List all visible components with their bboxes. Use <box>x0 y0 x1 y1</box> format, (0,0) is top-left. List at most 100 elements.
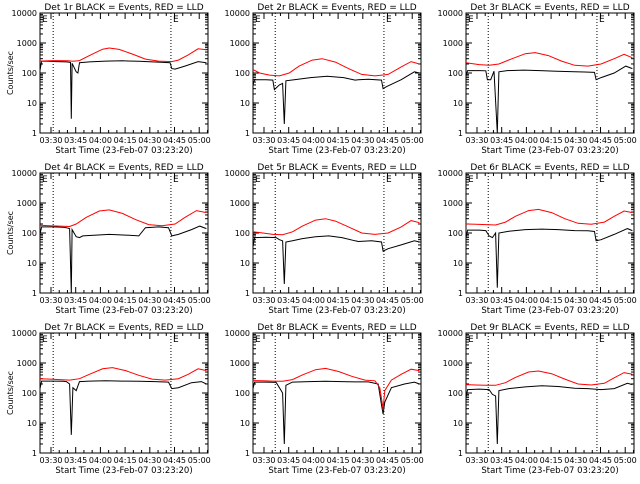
panel-title: Det 1r BLACK = Events, RED = LLD <box>44 3 203 13</box>
y-tick-label: 10 <box>240 259 250 268</box>
y-tick-label: 1000 <box>17 199 37 208</box>
marker-label-left: E <box>255 175 261 185</box>
x-tick-label: 05:00 <box>401 456 424 465</box>
plot-frame <box>39 12 209 134</box>
lld-series-line <box>465 208 633 226</box>
y-tick-label: 1000 <box>17 39 37 48</box>
y-tick-label: 100 <box>235 69 250 78</box>
x-tick-label: 04:30 <box>138 296 161 305</box>
y-tick-label: 10 <box>27 259 37 268</box>
x-tick-label: 04:30 <box>351 456 374 465</box>
x-tick-label: 04:00 <box>302 136 325 145</box>
y-tick-label: 1000 <box>230 39 250 48</box>
x-tick-label: 03:45 <box>490 456 513 465</box>
y-tick-label: 1000 <box>230 359 250 368</box>
x-tick-label: 03:30 <box>252 456 275 465</box>
y-tick-label: 1000 <box>443 359 463 368</box>
y-tick-label: 10000 <box>225 169 250 178</box>
y-tick-label: 10 <box>27 419 37 428</box>
detector-panel-d1: Det 1r BLACK = Events, RED = LLD 1 10 100 10… <box>6 3 211 156</box>
x-tick-label: 04:15 <box>540 296 563 305</box>
plot-frame <box>252 332 422 454</box>
y-tick-label: 100 <box>22 229 37 238</box>
x-tick-label: 05:00 <box>614 456 637 465</box>
x-tick-label: 03:30 <box>39 296 62 305</box>
y-tick-label: 10000 <box>12 169 37 178</box>
lld-series-line <box>252 367 420 409</box>
y-tick-label: 10000 <box>225 329 250 338</box>
marker-label-right: E <box>386 15 392 25</box>
plot-frame <box>465 172 635 294</box>
detector-panel-d7: Det 7r BLACK = Events, RED = LLD 1 10 100 10… <box>6 323 211 476</box>
x-tick-label: 03:45 <box>64 136 87 145</box>
x-tick-label: 04:15 <box>540 456 563 465</box>
y-tick-label: 10 <box>27 99 37 108</box>
detector-panel-d6: Det 6r BLACK = Events, RED = LLD 1 10 100 10… <box>438 163 637 316</box>
marker-label-right: E <box>173 15 179 25</box>
events-series-line <box>252 380 420 445</box>
y-tick-label: 1 <box>32 289 37 298</box>
panel-title: Det 3r BLACK = Events, RED = LLD <box>470 3 629 13</box>
x-axis-label: Start Time (23-Feb-07 03:23:20) <box>268 306 405 316</box>
y-tick-label: 1 <box>458 129 463 138</box>
events-series-line <box>39 225 207 294</box>
marker-label-right: E <box>599 335 605 345</box>
y-tick-label: 1000 <box>443 199 463 208</box>
lld-series-line <box>465 52 633 67</box>
detector-panel-d9: Det 9r BLACK = Events, RED = LLD 1 10 100 10… <box>438 323 637 476</box>
x-tick-label: 04:15 <box>327 136 350 145</box>
y-axis-label: Counts/sec <box>6 211 15 255</box>
lld-series-line <box>252 218 420 236</box>
x-tick-label: 04:45 <box>163 456 186 465</box>
y-axis-label: Counts/sec <box>6 371 15 415</box>
events-series-line <box>252 235 420 285</box>
x-tick-label: 03:45 <box>277 456 300 465</box>
events-series-line <box>39 60 207 119</box>
y-tick-label: 1 <box>245 449 250 458</box>
marker-label-right: E <box>599 15 605 25</box>
x-tick-label: 04:45 <box>589 456 612 465</box>
x-tick-label: 04:00 <box>515 456 538 465</box>
y-tick-label: 100 <box>235 389 250 398</box>
y-tick-label: 100 <box>22 69 37 78</box>
marker-label-left: E <box>42 15 48 25</box>
x-tick-label: 03:30 <box>465 296 488 305</box>
x-tick-label: 03:45 <box>277 136 300 145</box>
panel-title: Det 9r BLACK = Events, RED = LLD <box>470 323 629 333</box>
y-tick-label: 100 <box>22 389 37 398</box>
plot-frame <box>252 12 422 134</box>
x-tick-label: 04:30 <box>138 136 161 145</box>
x-tick-label: 05:00 <box>188 296 211 305</box>
detector-panel-d8: Det 8r BLACK = Events, RED = LLD 1 10 100 10… <box>225 323 424 476</box>
x-tick-label: 04:30 <box>564 456 587 465</box>
panel-title: Det 2r BLACK = Events, RED = LLD <box>257 3 416 13</box>
y-tick-label: 1 <box>32 129 37 138</box>
x-tick-label: 04:45 <box>163 136 186 145</box>
x-tick-label: 04:45 <box>589 296 612 305</box>
x-tick-label: 04:30 <box>564 136 587 145</box>
x-tick-label: 03:45 <box>490 136 513 145</box>
x-axis-label: Start Time (23-Feb-07 03:23:20) <box>481 466 618 476</box>
panel-title: Det 8r BLACK = Events, RED = LLD <box>257 323 416 333</box>
x-tick-label: 03:45 <box>490 296 513 305</box>
plot-frame <box>252 172 422 294</box>
x-tick-label: 04:30 <box>351 136 374 145</box>
y-tick-label: 10000 <box>438 169 463 178</box>
x-tick-label: 03:30 <box>39 136 62 145</box>
detector-panel-d4: Det 4r BLACK = Events, RED = LLD 1 10 100 10… <box>6 163 211 316</box>
marker-label-right: E <box>173 175 179 185</box>
events-series-line <box>465 65 633 134</box>
marker-label-left: E <box>255 15 261 25</box>
marker-label-left: E <box>468 175 474 185</box>
marker-label-right: E <box>173 335 179 345</box>
x-tick-label: 04:15 <box>114 296 137 305</box>
y-tick-label: 1000 <box>230 199 250 208</box>
x-tick-label: 03:45 <box>277 296 300 305</box>
x-tick-label: 03:30 <box>252 296 275 305</box>
x-axis-label: Start Time (23-Feb-07 03:23:20) <box>268 146 405 156</box>
x-tick-label: 03:30 <box>252 136 275 145</box>
marker-label-left: E <box>42 175 48 185</box>
marker-label-left: E <box>255 335 261 345</box>
y-tick-label: 10 <box>453 259 463 268</box>
x-tick-label: 04:15 <box>114 456 137 465</box>
